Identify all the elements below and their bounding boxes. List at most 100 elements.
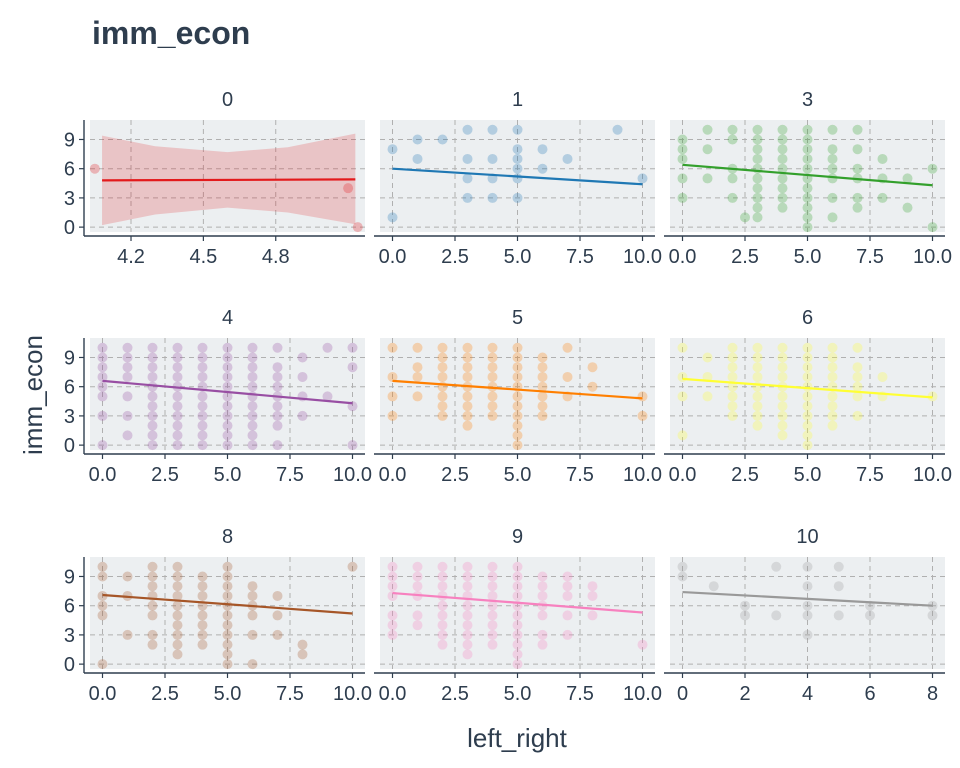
x-tick-label: 5.0 bbox=[214, 683, 242, 705]
data-point bbox=[537, 163, 548, 174]
x-tick-label: 5.0 bbox=[504, 464, 532, 486]
data-point bbox=[437, 371, 448, 382]
data-point bbox=[197, 410, 208, 421]
data-point bbox=[487, 590, 498, 601]
data-point bbox=[437, 391, 448, 402]
data-point bbox=[612, 124, 623, 135]
data-point bbox=[927, 222, 938, 233]
data-point bbox=[487, 381, 498, 392]
data-point bbox=[702, 371, 713, 382]
data-point bbox=[537, 571, 548, 582]
data-point bbox=[637, 173, 648, 184]
data-point bbox=[172, 342, 183, 353]
data-point bbox=[927, 610, 938, 621]
data-point bbox=[727, 410, 738, 421]
data-point bbox=[322, 342, 333, 353]
x-tick-label: 7.5 bbox=[276, 464, 304, 486]
data-point bbox=[412, 342, 423, 353]
data-point bbox=[462, 153, 473, 164]
data-point bbox=[247, 342, 258, 353]
data-point bbox=[172, 571, 183, 582]
facet-panel-0: 0 4.2 4.5 4.8 0 3 6 9 bbox=[64, 89, 365, 268]
x-tick-label: 4.8 bbox=[262, 246, 290, 268]
x-tick-label: 8 bbox=[927, 683, 938, 705]
x-tick-label: 2.5 bbox=[151, 683, 179, 705]
data-point bbox=[852, 410, 863, 421]
facet-panel-10: 10 0 2 4 6 8 bbox=[664, 526, 945, 705]
data-point bbox=[197, 371, 208, 382]
data-point bbox=[677, 192, 688, 203]
data-point bbox=[462, 629, 473, 640]
x-tick-label: 5.0 bbox=[504, 683, 532, 705]
data-point bbox=[222, 420, 233, 431]
data-point bbox=[587, 381, 598, 392]
data-point bbox=[97, 391, 108, 402]
x-tick-label: 0.0 bbox=[669, 246, 697, 268]
data-point bbox=[512, 629, 523, 640]
data-point bbox=[702, 352, 713, 363]
data-point bbox=[637, 391, 648, 402]
data-point bbox=[587, 581, 598, 592]
data-point bbox=[802, 430, 813, 441]
data-point bbox=[387, 571, 398, 582]
data-point bbox=[197, 440, 208, 451]
data-point bbox=[512, 163, 523, 174]
data-point bbox=[777, 430, 788, 441]
panel-background bbox=[90, 120, 365, 232]
data-point bbox=[147, 581, 158, 592]
data-point bbox=[387, 581, 398, 592]
data-point bbox=[702, 173, 713, 184]
data-point bbox=[247, 629, 258, 640]
data-point bbox=[487, 629, 498, 640]
data-point bbox=[412, 371, 423, 382]
data-point bbox=[172, 420, 183, 431]
data-point bbox=[537, 629, 548, 640]
data-point bbox=[827, 163, 838, 174]
data-point bbox=[247, 352, 258, 363]
x-tick-label: 0.0 bbox=[379, 464, 407, 486]
data-point bbox=[387, 410, 398, 421]
data-point bbox=[172, 362, 183, 373]
x-tick-label: 7.5 bbox=[856, 246, 884, 268]
trend-line bbox=[102, 593, 353, 615]
data-point bbox=[852, 144, 863, 155]
data-point bbox=[752, 183, 763, 194]
data-point bbox=[247, 590, 258, 601]
data-point bbox=[387, 610, 398, 621]
data-point bbox=[97, 381, 108, 392]
data-point bbox=[172, 639, 183, 650]
data-point bbox=[412, 391, 423, 402]
data-point bbox=[347, 440, 358, 451]
y-tick-label: 9 bbox=[64, 129, 75, 151]
data-point bbox=[537, 381, 548, 392]
y-tick-label: 6 bbox=[64, 159, 75, 181]
data-point bbox=[197, 629, 208, 640]
data-point bbox=[147, 391, 158, 402]
data-point bbox=[802, 410, 813, 421]
data-point bbox=[462, 620, 473, 631]
data-point bbox=[777, 163, 788, 174]
data-point bbox=[437, 401, 448, 412]
data-point bbox=[172, 440, 183, 451]
data-point bbox=[852, 192, 863, 203]
data-point bbox=[537, 410, 548, 421]
data-point bbox=[727, 371, 738, 382]
data-point bbox=[537, 610, 548, 621]
data-point bbox=[827, 352, 838, 363]
data-point bbox=[437, 561, 448, 572]
data-point bbox=[852, 362, 863, 373]
data-point bbox=[197, 352, 208, 363]
data-point bbox=[512, 401, 523, 412]
data-point bbox=[802, 342, 813, 353]
y-tick-label: 3 bbox=[64, 188, 75, 210]
data-point bbox=[222, 561, 233, 572]
facet-strip-label: 6 bbox=[802, 307, 813, 329]
x-tick-label: 7.5 bbox=[276, 683, 304, 705]
data-point bbox=[172, 590, 183, 601]
data-point bbox=[802, 371, 813, 382]
data-point bbox=[827, 144, 838, 155]
data-point bbox=[462, 342, 473, 353]
data-point bbox=[462, 649, 473, 660]
x-tick-label: 0.0 bbox=[379, 683, 407, 705]
data-point bbox=[537, 352, 548, 363]
